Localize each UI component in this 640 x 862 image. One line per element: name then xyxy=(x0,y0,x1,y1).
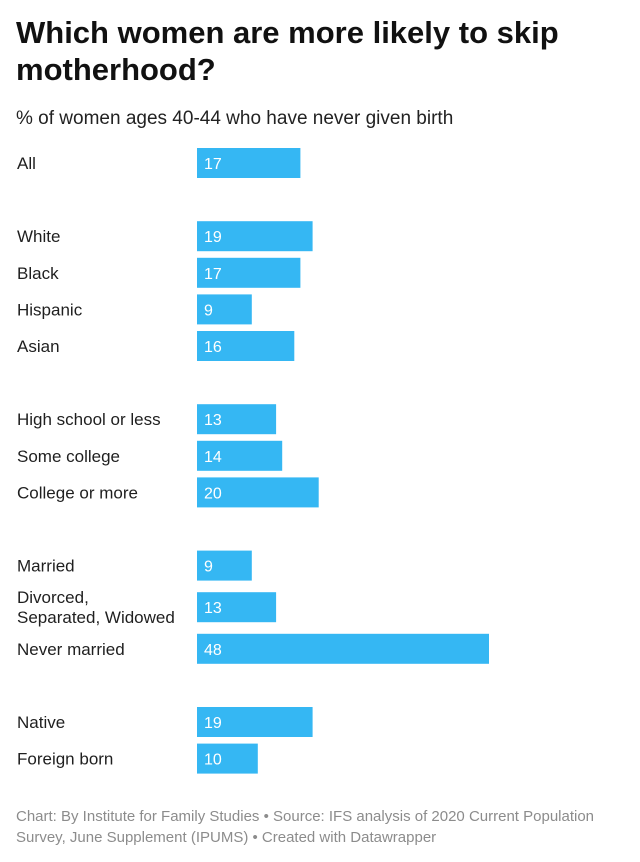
bar-value-label: 19 xyxy=(204,715,222,732)
bar-row-high-school-or-less: High school or less 13 xyxy=(17,404,277,435)
bar xyxy=(197,331,295,361)
row-label: Native xyxy=(17,713,65,732)
bar-value-label: 13 xyxy=(204,600,222,617)
bar-value-label: 16 xyxy=(204,339,222,356)
bar-value-label: 13 xyxy=(204,412,222,429)
row-label: Black xyxy=(17,264,59,283)
bar-row-black: Black 17 xyxy=(17,257,301,288)
bar-value-label: 17 xyxy=(204,156,222,173)
bar-row-white: White 19 xyxy=(17,221,313,252)
bar-value-label: 48 xyxy=(204,642,222,659)
bar xyxy=(197,294,252,325)
row-label: Married xyxy=(17,557,75,576)
bar-row-never-married: Never married 48 xyxy=(17,633,489,664)
bar-row-some-college: Some college 14 xyxy=(17,440,283,471)
row-label: All xyxy=(17,154,36,173)
chart-footer: Chart: By Institute for Family Studies •… xyxy=(16,808,595,846)
row-label: Hispanic xyxy=(17,300,83,319)
row-label: High school or less xyxy=(17,410,161,429)
bar-row-hispanic: Hispanic 9 xyxy=(17,294,252,325)
bar-row-college-or-more: College or more 20 xyxy=(17,477,319,508)
row-label: White xyxy=(17,227,60,246)
bar xyxy=(197,633,489,664)
bar-value-label: 17 xyxy=(204,266,222,283)
chart-subtitle: % of women ages 40-44 who have never giv… xyxy=(16,108,454,129)
row-label: Foreign born xyxy=(17,750,113,769)
bar-value-label: 10 xyxy=(204,752,222,769)
bar xyxy=(197,148,301,178)
bar xyxy=(197,257,301,288)
bar-chart: All 17 White 19 Black 17 Hispanic 9 Asian 16 High … xyxy=(17,148,489,774)
row-label: Divorced, Separated, Widowed xyxy=(17,588,175,627)
bar-row-divorced-separated-widowed: Divorced, Separated, Widowed 13 xyxy=(17,588,277,627)
bar-value-label: 20 xyxy=(204,485,222,502)
chart-title: Which women are more likely to skip moth… xyxy=(16,15,559,87)
bar xyxy=(197,477,319,508)
bar-value-label: 9 xyxy=(204,302,213,319)
bar xyxy=(197,550,252,581)
bar-row-married: Married 9 xyxy=(17,550,252,581)
row-label: Asian xyxy=(17,337,60,356)
row-label: Some college xyxy=(17,447,120,466)
bar xyxy=(197,707,313,737)
bar xyxy=(197,440,283,471)
bar xyxy=(197,743,258,774)
bar-row-native: Native 19 xyxy=(17,707,313,737)
row-label: Never married xyxy=(17,640,125,659)
bar-row-asian: Asian 16 xyxy=(17,331,295,361)
bar-value-label: 9 xyxy=(204,559,213,576)
bar-value-label: 19 xyxy=(204,229,222,246)
bar xyxy=(197,404,277,435)
bar xyxy=(197,592,277,623)
bar-row-foreign-born: Foreign born 10 xyxy=(17,743,258,774)
bar xyxy=(197,221,313,252)
bar-value-label: 14 xyxy=(204,449,222,466)
bar-row-all: All 17 xyxy=(17,148,301,178)
row-label: College or more xyxy=(17,483,138,502)
